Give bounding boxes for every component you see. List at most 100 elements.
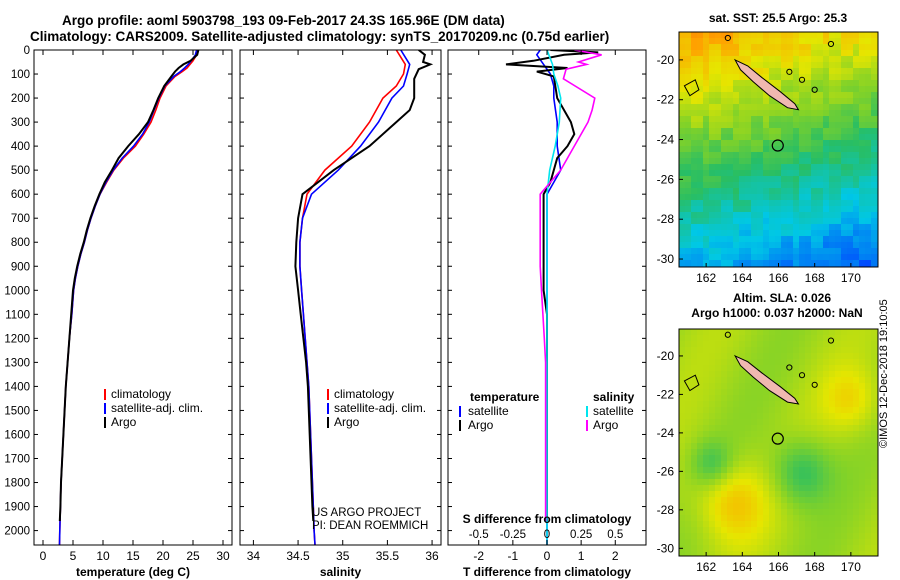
island-outline [724, 331, 731, 338]
map-y-tick-label: -22 [657, 387, 675, 401]
panel-frame-1 [239, 49, 442, 546]
argo-position-marker [771, 139, 784, 152]
depth-tick-label: 0 [24, 45, 30, 57]
x-tick-label: 5 [70, 549, 77, 563]
map-x-tick-label: 166 [768, 271, 788, 285]
depth-tick-label: 1700 [4, 453, 30, 465]
map-y-tick-label: -24 [657, 133, 675, 147]
new-caledonia-landmass [733, 354, 800, 405]
depth-tick-label: 1600 [4, 429, 30, 441]
depth-tick-label: 100 [11, 69, 30, 81]
map-y-tick-label: -30 [657, 541, 675, 555]
island-outline [724, 34, 731, 42]
x-tick-label: 2 [612, 549, 619, 563]
legend-title-temperature: temperature [470, 390, 540, 404]
depth-tick-label: 2000 [4, 526, 30, 538]
profile-panel-0-lines [58, 50, 200, 545]
series-line-climatology [299, 50, 407, 545]
x-tick-label: 20 [156, 549, 170, 563]
sst-map-title: sat. SST: 25.5 Argo: 25.3 [709, 11, 848, 25]
depth-tick-label: 1900 [4, 502, 30, 514]
depth-tick-label: 600 [11, 189, 30, 201]
project-annotation: PI: DEAN ROEMMICH [312, 520, 428, 532]
legend-label: climatology [334, 387, 394, 401]
map-x-tick-label: 164 [732, 560, 752, 574]
depth-tick-label: 300 [11, 117, 30, 129]
depth-tick-label: 1500 [4, 405, 30, 417]
map-x-tick-label: 170 [841, 271, 861, 285]
x2-tick-label: -0.25 [500, 529, 526, 541]
legend-label: satellite-adj. clim. [334, 401, 426, 415]
series-line-climatology [58, 50, 199, 545]
x-axis-label: T difference from climatology [463, 565, 631, 579]
island-outline [811, 381, 818, 388]
copyright-stamp: ©IMOS 12-Dec-2018 19:10:05 [878, 299, 890, 448]
series-line-temperature-argo [505, 50, 599, 521]
map-x-tick-label: 166 [768, 560, 788, 574]
legend-title-salinity: salinity [593, 390, 635, 404]
depth-tick-label: 1400 [4, 381, 30, 393]
legend-label: satellite [468, 404, 509, 418]
profile-panel-2-lines [505, 50, 602, 545]
map-y-tick-label: -26 [657, 172, 675, 186]
legend-label: Argo [468, 418, 494, 432]
legend-label: Argo [334, 415, 360, 429]
x-tick-label: -2 [473, 549, 484, 563]
series-line-temperature-satellite [535, 50, 562, 545]
new-caledonia-landmass [733, 58, 800, 111]
figure-title-block: Argo profile: aoml 5903798_193 09-Feb-20… [0, 0, 665, 48]
legend-label: satellite [593, 404, 634, 418]
x-axis-label: salinity [320, 565, 362, 579]
map-x-tick-label: 170 [841, 560, 861, 574]
map-y-tick-label: -28 [657, 503, 675, 517]
reef-outline [683, 374, 700, 392]
island-outline [798, 76, 806, 83]
project-annotation: US ARGO PROJECT [312, 507, 421, 519]
map-x-tick-label: 168 [805, 560, 825, 574]
island-outline [786, 68, 793, 75]
map-y-tick-label: -22 [657, 93, 675, 107]
depth-tick-label: 700 [11, 213, 30, 225]
island-outline [798, 372, 806, 379]
depth-tick-label: 1100 [5, 309, 30, 321]
series-line-salinity-satellite [546, 50, 562, 545]
map-y-tick-label: -28 [657, 212, 675, 226]
series-line-satellite-adj-clim- [58, 50, 198, 545]
profile-panel-1-lines [294, 50, 434, 545]
x-tick-label: 35.5 [376, 549, 400, 563]
x2-tick-label: 0 [544, 529, 550, 541]
map-y-tick-label: -30 [657, 252, 675, 266]
legend-label: Argo [593, 418, 619, 432]
figure-title-line-2: Climatology: CARS2009. Satellite-adjuste… [30, 29, 610, 44]
x-tick-label: 0 [40, 549, 47, 563]
legend-label: satellite-adj. clim. [111, 401, 203, 415]
reef-outline [683, 79, 700, 97]
x-tick-label: 10 [96, 549, 110, 563]
map-y-tick-label: -26 [657, 464, 675, 478]
panel-frame-0 [33, 49, 233, 546]
legend-label: Argo [111, 415, 137, 429]
series-line-salinity-argo [539, 50, 602, 521]
x-tick-label: 34.5 [286, 549, 310, 563]
map-y-tick-label: -20 [657, 349, 675, 363]
x-tick-label: 25 [186, 549, 200, 563]
sla-map-title-line-1: Altim. SLA: 0.026 [733, 291, 831, 305]
x-tick-label: 0 [544, 549, 551, 563]
depth-tick-label: 1000 [4, 285, 30, 297]
depth-tick-label: 800 [11, 237, 30, 249]
x2-tick-label: 0.25 [570, 529, 592, 541]
legend-label: climatology [111, 387, 171, 401]
x-axis-label: temperature (deg C) [76, 565, 190, 579]
island-outline [827, 40, 835, 48]
series-line-argo [58, 50, 200, 522]
series-line-argo [294, 50, 434, 522]
figure-title-line-1: Argo profile: aoml 5903798_193 09-Feb-20… [62, 13, 505, 28]
map-x-tick-label: 168 [805, 271, 825, 285]
depth-tick-label: 1800 [4, 478, 30, 490]
island-outline [786, 364, 793, 371]
map-3-field [679, 32, 878, 267]
x2-tick-label: -0.5 [469, 529, 489, 541]
x2-axis-label: S difference from climatology [463, 512, 632, 526]
map-x-tick-label: 162 [696, 560, 716, 574]
